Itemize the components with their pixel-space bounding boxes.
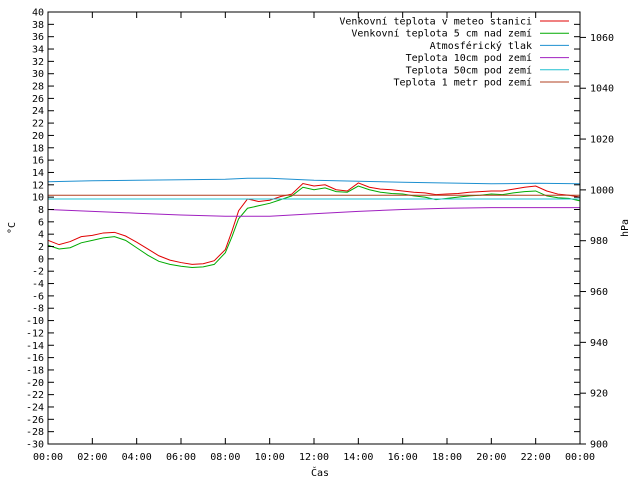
y-left-tick-label: 4 (38, 230, 44, 241)
legend-label-4: Teplota 10cm pod zemí (406, 52, 532, 64)
y-left-tick-label: 10 (32, 193, 44, 204)
series-line-1 (47, 182, 581, 265)
y-right-tick-label: 920 (590, 389, 608, 400)
y-left-tick-label: 40 (32, 8, 44, 19)
y-left-tick-label: -22 (26, 390, 44, 401)
y-left-tick-label: 38 (32, 20, 44, 31)
y-right-tick-label: 900 (590, 440, 608, 451)
y-right-tick-label: 1000 (590, 185, 614, 196)
legend-label-6: Teplota 1 metr pod zemí (394, 77, 532, 89)
legend-label-2: Venkovní teplota 5 cm nad zemí (351, 28, 532, 40)
x-tick-label: 08:00 (210, 452, 240, 463)
y-left-tick-label: 28 (32, 82, 44, 93)
y-left-tick-label: 32 (32, 57, 44, 68)
y-left-tick-label: 14 (32, 168, 44, 179)
series-line-3 (47, 177, 581, 185)
y-right-tick-label: 940 (590, 338, 608, 349)
y-left-tick-label: -8 (32, 304, 44, 315)
legend-label-3: Atmosférický tlak (430, 40, 532, 52)
x-tick-label: 06:00 (166, 452, 196, 463)
y-left-tick-label: -20 (26, 378, 44, 389)
y-left-tick-label: -28 (26, 427, 44, 438)
y-left-tick-label: -14 (26, 341, 44, 352)
x-tick-label: 22:00 (521, 452, 551, 463)
y-left-tick-label: 26 (32, 94, 44, 105)
y-left-tick-label: -2 (32, 267, 44, 278)
y-left-tick-label: -16 (26, 353, 44, 364)
y-left-tick-label: 20 (32, 131, 44, 142)
x-tick-label: 12:00 (299, 452, 329, 463)
x-axis-title: Čas (311, 466, 329, 479)
y-left-tick-label: -24 (26, 402, 44, 413)
y-left-axis-title: °C (7, 222, 18, 234)
y-left-tick-label: -30 (26, 440, 44, 451)
y-left-tick-label: 34 (32, 45, 44, 56)
x-tick-label: 02:00 (77, 452, 107, 463)
series-line-2 (47, 185, 581, 269)
y-left-tick-label: 18 (32, 143, 44, 154)
x-tick-label: 00:00 (565, 452, 595, 463)
y-left-tick-label: 8 (38, 205, 44, 216)
series-layer (47, 177, 581, 269)
tick-layer: 4038363432302826242220181614121086420-2-… (26, 8, 614, 464)
x-tick-label: 14:00 (343, 452, 373, 463)
y-left-tick-label: -12 (26, 328, 44, 339)
y-left-tick-label: -6 (32, 291, 44, 302)
x-tick-label: 16:00 (388, 452, 418, 463)
x-tick-label: 10:00 (255, 452, 285, 463)
x-tick-label: 18:00 (432, 452, 462, 463)
y-left-tick-label: 6 (38, 217, 44, 228)
x-tick-label: 00:00 (33, 452, 63, 463)
y-right-axis-title: hPa (620, 219, 631, 237)
y-left-tick-label: 22 (32, 119, 44, 130)
y-left-tick-label: -4 (32, 279, 44, 290)
y-left-tick-label: -26 (26, 415, 44, 426)
y-right-tick-label: 960 (590, 287, 608, 298)
x-tick-label: 04:00 (122, 452, 152, 463)
y-right-tick-label: 1040 (590, 84, 614, 95)
y-left-tick-label: -10 (26, 316, 44, 327)
y-left-tick-label: 2 (38, 242, 44, 253)
y-left-tick-label: 16 (32, 156, 44, 167)
y-right-tick-label: 1020 (590, 135, 614, 146)
y-right-tick-label: 980 (590, 236, 608, 247)
y-left-tick-label: 30 (32, 69, 44, 80)
y-left-tick-label: 12 (32, 180, 44, 191)
legend: Venkovní teplota v meteo staniciVenkovní… (339, 16, 569, 89)
y-right-tick-label: 1060 (590, 33, 614, 44)
x-tick-label: 20:00 (476, 452, 506, 463)
legend-label-5: Teplota 50cm pod zemí (406, 64, 532, 76)
y-left-tick-label: 24 (32, 106, 44, 117)
y-left-tick-label: 36 (32, 32, 44, 43)
legend-label-1: Venkovní teplota v meteo stanici (339, 16, 532, 28)
series-line-4 (47, 207, 580, 217)
y-left-tick-label: 0 (38, 254, 44, 265)
y-left-tick-label: -18 (26, 365, 44, 376)
